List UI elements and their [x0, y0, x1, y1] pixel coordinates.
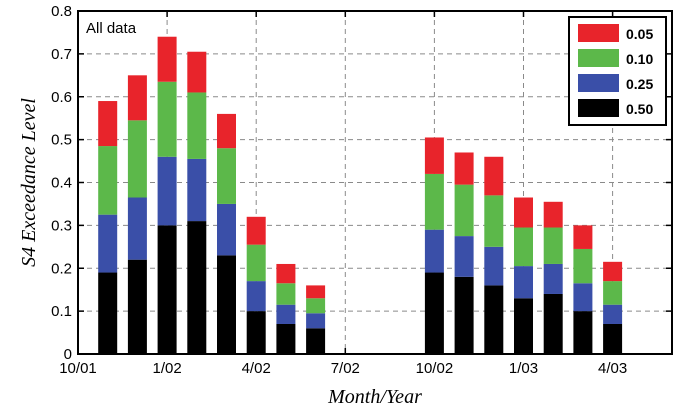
bar-segment-0.50	[276, 323, 296, 354]
bar-segment-0.50	[306, 328, 326, 354]
bar-segment-0.25	[543, 263, 563, 294]
bar-segment-0.25	[454, 236, 474, 277]
bar-segment-0.25	[276, 304, 296, 324]
bar-segment-0.10	[276, 283, 296, 305]
y-tick-label: 0	[64, 346, 72, 363]
x-tick-label: 4/03	[598, 360, 627, 377]
y-axis-title: S4 Exceedance Level	[18, 98, 40, 267]
bar-segment-0.50	[187, 221, 207, 354]
legend-swatch-0.50	[578, 99, 619, 117]
bar-segment-0.25	[157, 156, 177, 226]
legend-label: 0.05	[626, 26, 653, 42]
bar-segment-0.25	[127, 197, 147, 260]
legend-label: 0.50	[626, 101, 653, 117]
legend: 0.05 0.10 0.25 0.50	[568, 16, 667, 126]
bar-segment-0.05	[127, 75, 147, 121]
bar-segment-0.50	[98, 272, 118, 354]
bar-segment-0.50	[246, 311, 266, 354]
bar-segment-0.10	[484, 195, 504, 247]
x-tick-label: 4/02	[242, 360, 271, 377]
bar-segment-0.25	[306, 313, 326, 329]
bar-segment-0.05	[543, 201, 563, 228]
bar-segment-0.10	[603, 281, 623, 305]
bar-segment-0.25	[514, 266, 533, 299]
bar-segment-0.05	[306, 285, 326, 299]
bar-segment-0.50	[573, 311, 593, 354]
bar-segment-0.50	[454, 276, 474, 354]
bar-segment-0.10	[543, 227, 563, 264]
bar-segment-0.50	[484, 285, 504, 354]
bar-segment-0.10	[217, 148, 236, 204]
x-tick-label: 1/03	[509, 360, 538, 377]
legend-label: 0.10	[626, 51, 653, 67]
bar-segment-0.50	[217, 255, 236, 354]
bar-segment-0.05	[246, 216, 266, 245]
bar-segment-0.10	[98, 146, 118, 215]
y-tick-label: 0.8	[51, 3, 72, 20]
bar-segment-0.25	[484, 246, 504, 286]
x-tick-label: 1/02	[152, 360, 181, 377]
annotation-label: All data	[86, 20, 137, 37]
bar-segment-0.05	[484, 156, 504, 196]
bar-segment-0.25	[187, 158, 207, 222]
axes: 0 0.1 0.2 0.3 0.4 0.5 0.6 0.7 0.8 10/01 1/02 4/02 7/…	[51, 3, 673, 377]
y-tick-label: 0.5	[51, 132, 72, 149]
bar-segment-0.50	[603, 323, 623, 354]
bar-segment-0.05	[217, 113, 236, 149]
bar-segment-0.10	[157, 81, 177, 157]
bar-segment-0.05	[98, 101, 118, 147]
y-tick-label: 0.3	[51, 217, 72, 234]
bar-segment-0.50	[157, 225, 177, 354]
y-tick-label: 0.7	[51, 46, 72, 63]
bar-segment-0.10	[187, 92, 207, 159]
bar-segment-0.25	[424, 229, 444, 273]
bar-segment-0.05	[454, 152, 474, 185]
bar-segment-0.05	[276, 263, 296, 284]
bar-segment-0.25	[573, 283, 593, 312]
bar-segment-0.10	[306, 298, 326, 314]
x-tick-label: 10/02	[416, 360, 454, 377]
bar-segment-0.50	[424, 272, 444, 354]
y-tick-label: 0.2	[51, 260, 72, 277]
bar-segment-0.05	[573, 225, 593, 249]
x-tick-label: 10/01	[59, 360, 97, 377]
bar-segment-0.25	[603, 304, 623, 324]
legend-swatch-0.25	[578, 74, 619, 92]
legend-label: 0.25	[626, 76, 653, 92]
y-tick-label: 0.1	[51, 303, 72, 320]
bar-segment-0.25	[246, 281, 266, 312]
bars	[98, 36, 623, 354]
bar-segment-0.05	[157, 36, 177, 82]
bar-segment-0.25	[217, 203, 236, 256]
bar-segment-0.10	[127, 120, 147, 198]
x-axis-title: Month/Year	[327, 386, 422, 408]
bar-segment-0.50	[514, 298, 533, 354]
legend-swatch-0.10	[578, 49, 619, 67]
bar-segment-0.50	[127, 259, 147, 354]
bar-segment-0.10	[573, 248, 593, 284]
bar-segment-0.25	[98, 214, 118, 273]
bar-segment-0.10	[424, 173, 444, 230]
bar-segment-0.05	[514, 197, 533, 228]
bar-segment-0.10	[246, 244, 266, 282]
bar-segment-0.50	[543, 293, 563, 354]
legend-swatch-0.05	[578, 24, 619, 42]
bar-segment-0.05	[424, 137, 444, 174]
x-tick-label: 7/02	[331, 360, 360, 377]
bar-segment-0.10	[454, 184, 474, 237]
bar-segment-0.10	[514, 227, 533, 267]
bar-segment-0.05	[187, 51, 207, 93]
y-tick-label: 0.4	[51, 175, 72, 192]
y-tick-label: 0.6	[51, 89, 72, 106]
bar-segment-0.05	[603, 261, 623, 282]
